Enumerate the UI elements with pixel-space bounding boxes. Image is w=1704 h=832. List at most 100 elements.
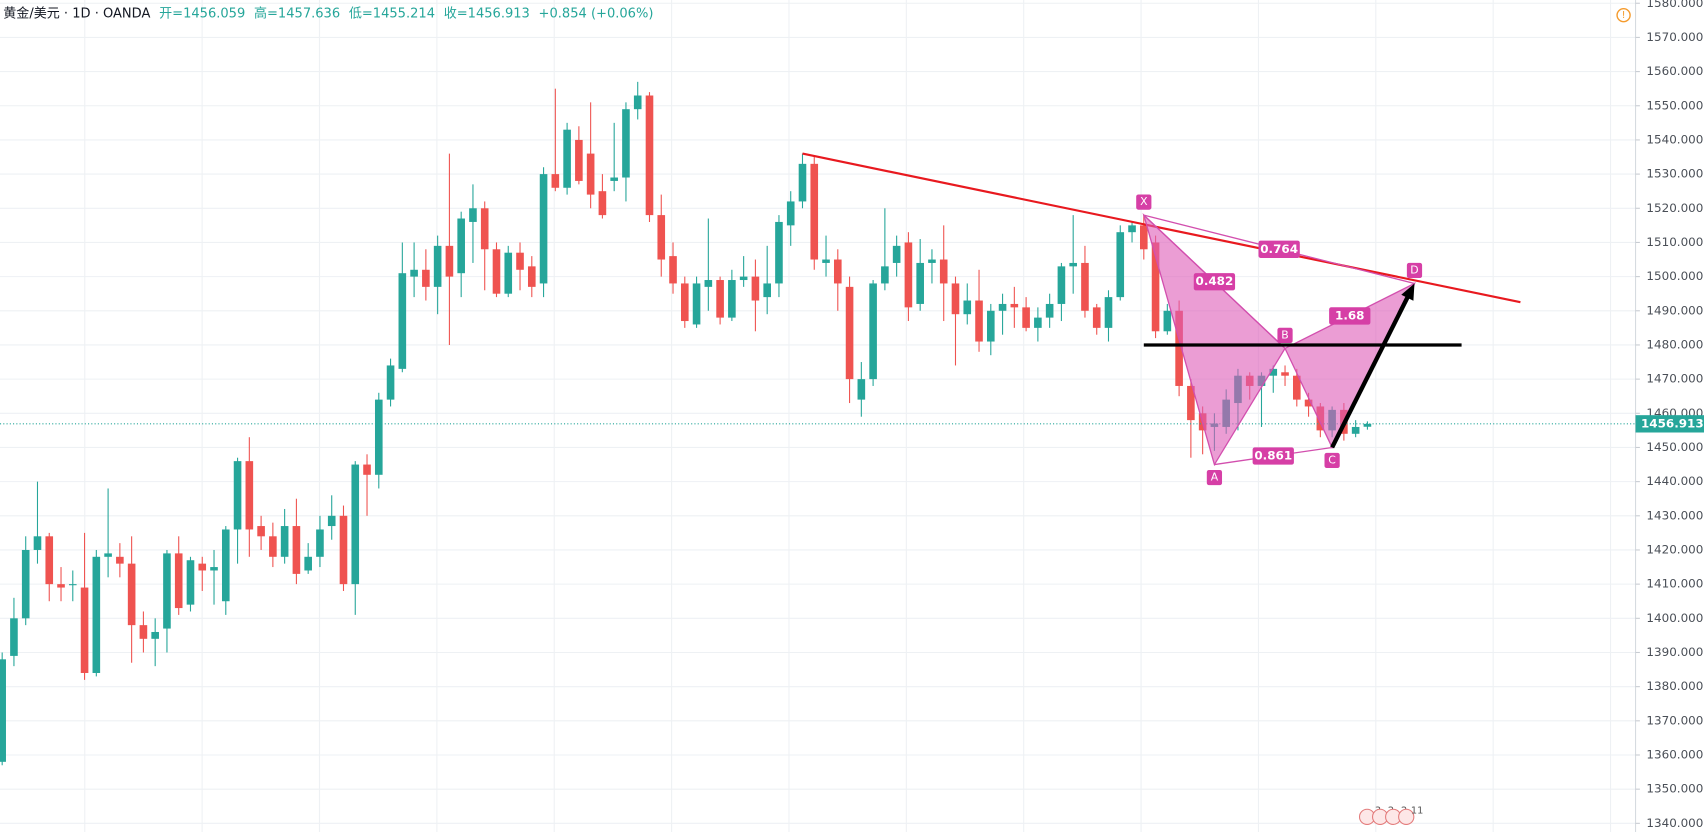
candle-body bbox=[622, 109, 630, 178]
candle-body bbox=[1281, 372, 1289, 376]
candle-body bbox=[422, 269, 430, 287]
candle-body bbox=[280, 526, 289, 557]
candle-body bbox=[1069, 262, 1077, 267]
candle-body bbox=[410, 269, 418, 277]
candle-body bbox=[633, 95, 642, 110]
y-tick-label: 1370.000 bbox=[1646, 713, 1703, 727]
candle-body bbox=[374, 399, 383, 475]
alert-icon-mark: ! bbox=[1622, 10, 1626, 21]
candle-body bbox=[198, 563, 207, 571]
last-price-label: 1456.913 bbox=[1641, 416, 1704, 430]
candle-body bbox=[798, 163, 807, 202]
candle-body bbox=[1010, 303, 1019, 308]
y-tick-label: 1420.000 bbox=[1646, 542, 1703, 556]
candle-body bbox=[1104, 297, 1113, 328]
candle-body bbox=[57, 584, 65, 588]
candle-body bbox=[1057, 266, 1066, 304]
point-label: A bbox=[1211, 471, 1219, 484]
point-box bbox=[1136, 194, 1152, 210]
candle-body bbox=[33, 536, 42, 550]
candle-body bbox=[1363, 423, 1372, 427]
candle-body bbox=[1292, 375, 1301, 400]
candle-body bbox=[480, 208, 489, 250]
candle-body bbox=[963, 300, 972, 315]
candle-body bbox=[151, 631, 159, 639]
ohlc-value: 收=1456.913 bbox=[444, 7, 530, 22]
candle-body bbox=[998, 303, 1007, 311]
candle-body bbox=[45, 536, 54, 585]
candle-body bbox=[80, 587, 89, 673]
ratio-label: 0.482 bbox=[1196, 274, 1234, 288]
trendline bbox=[802, 152, 1521, 304]
y-tick-label: 1540.000 bbox=[1646, 132, 1703, 146]
point-box bbox=[1277, 327, 1293, 343]
arrow-shaft bbox=[1330, 292, 1412, 449]
candle-body bbox=[1045, 303, 1054, 318]
candle-body bbox=[1163, 310, 1172, 332]
candle-body bbox=[257, 526, 265, 537]
arrow-head bbox=[1401, 283, 1415, 301]
candle-body bbox=[1175, 310, 1183, 386]
y-tick-label: 1490.000 bbox=[1646, 303, 1703, 317]
y-tick-label: 1520.000 bbox=[1646, 201, 1703, 215]
y-tick-label: 1470.000 bbox=[1646, 372, 1703, 386]
event-badge bbox=[1398, 808, 1415, 825]
candle-body bbox=[21, 549, 30, 619]
candle-body bbox=[116, 556, 124, 564]
candle-body bbox=[1081, 262, 1089, 311]
candle-body bbox=[763, 283, 771, 298]
y-tick-label: 1440.000 bbox=[1646, 474, 1703, 488]
change: +0.854 (+0.06%) bbox=[539, 7, 654, 22]
header: 黄金/美元 · 1D · OANDA 开=1456.059 高=1457.636 低=… bbox=[3, 6, 653, 22]
candle-body bbox=[904, 242, 913, 308]
y-tick-label: 1530.000 bbox=[1646, 167, 1703, 181]
candle-body bbox=[292, 526, 301, 574]
y-tick-label: 1480.000 bbox=[1646, 337, 1703, 351]
y-tick-label: 1410.000 bbox=[1646, 577, 1703, 591]
candle-body bbox=[928, 259, 936, 263]
y-tick-label: 1550.000 bbox=[1646, 98, 1703, 112]
candle-body bbox=[598, 191, 607, 216]
point-box bbox=[1406, 262, 1423, 279]
point-label: X bbox=[1140, 195, 1148, 208]
point-box bbox=[1324, 452, 1340, 469]
y-tick-label: 1500.000 bbox=[1646, 269, 1703, 283]
ratio-label: 1.68 bbox=[1335, 308, 1364, 322]
y-tick-label: 1380.000 bbox=[1646, 679, 1703, 693]
candle-body bbox=[939, 259, 948, 284]
point-box bbox=[1206, 469, 1223, 486]
alert-icon[interactable] bbox=[1616, 7, 1631, 23]
candle-body bbox=[233, 461, 242, 530]
candle-body bbox=[92, 556, 101, 673]
y-tick-label: 1580.000 bbox=[1646, 0, 1703, 10]
candle-body bbox=[245, 461, 254, 530]
candle-body bbox=[269, 536, 277, 557]
candle-body bbox=[881, 266, 889, 284]
candle-body bbox=[433, 245, 442, 287]
candle-body bbox=[316, 529, 324, 557]
candle-body bbox=[1022, 307, 1030, 328]
candle-body bbox=[1351, 426, 1360, 434]
candle-body bbox=[398, 273, 407, 369]
y-tick-label: 1390.000 bbox=[1646, 645, 1703, 659]
candle-body bbox=[10, 618, 18, 656]
candle-body bbox=[304, 556, 312, 571]
candle-body bbox=[1116, 232, 1125, 298]
candle-body bbox=[457, 218, 465, 274]
ratio-box bbox=[1193, 273, 1236, 291]
candle-body bbox=[1269, 368, 1278, 376]
grid bbox=[0, 0, 1636, 832]
candle-body bbox=[751, 276, 760, 301]
ratio-box bbox=[1258, 240, 1300, 258]
y-tick-label: 1400.000 bbox=[1646, 611, 1703, 625]
y-tick-label: 1340.000 bbox=[1646, 816, 1703, 830]
ohlc-value: 高=1457.636 bbox=[254, 6, 340, 22]
y-tick-label: 1560.000 bbox=[1646, 64, 1703, 78]
y-tick-label: 1360.000 bbox=[1646, 748, 1703, 762]
candle-body bbox=[975, 300, 983, 342]
y-tick-label: 1570.000 bbox=[1646, 30, 1703, 44]
symbol: 黄金/美元 · 1D · OANDA bbox=[3, 6, 150, 22]
candle-body bbox=[351, 464, 360, 585]
